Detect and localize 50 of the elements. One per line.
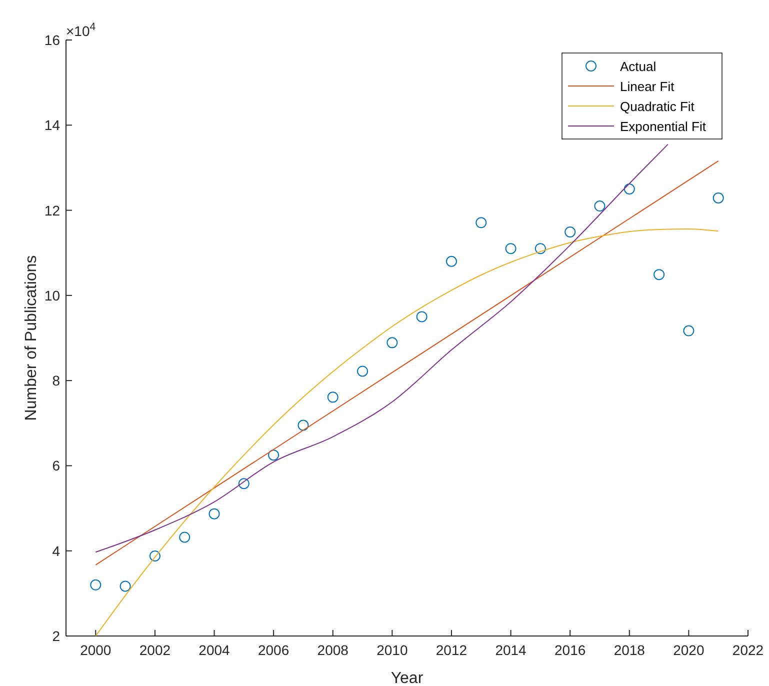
x-axis-title: Year [390,670,424,686]
point [416,311,428,322]
legend-label: Actual [620,59,656,74]
point [149,550,160,562]
point [268,450,280,461]
y-tick-label: 8 [52,372,60,389]
point [90,579,102,590]
x-tick-label: 2002 [139,642,171,658]
y-tick-label: 6 [52,458,60,474]
point [712,192,724,204]
line-series [95,228,719,636]
point [476,217,487,228]
point [654,269,665,280]
point [298,420,309,431]
x-tick-label: 2008 [317,642,349,658]
x-tick-label: 2020 [673,642,704,658]
point [624,184,635,194]
x-tick-label: 2022 [732,642,764,658]
x-tick-label: 2010 [376,642,408,658]
point [594,200,606,212]
x-tick-label: 2006 [258,642,290,658]
legend-label: Linear Fit [620,79,675,94]
x-tick-label: 2000 [80,642,112,658]
y-tick-label: 12 [44,202,60,218]
point [505,243,516,254]
y-tick-label: 16 [44,32,60,48]
x-tick-label: 2004 [198,642,230,658]
x-tick-label: 2014 [495,642,527,658]
y-tick-label: 14 [44,117,60,134]
text: ×10$^{4}$ [66,21,96,39]
point [386,337,398,348]
point [208,508,220,520]
y-tick-label: 10 [44,287,60,304]
point [357,366,368,377]
y-tick-label: 4 [52,542,60,559]
point [179,532,190,543]
point [120,580,131,592]
point [683,325,694,336]
point [446,256,457,267]
legend-label: Quadratic Fit [620,99,695,114]
x-tick-label: 2012 [436,642,468,658]
x-tick-label: 2018 [614,642,646,658]
y-tick-label: 2 [52,628,60,644]
x-tick-label: 2016 [554,642,586,658]
y-axis-title: Number of Publications [23,255,40,421]
point [238,478,250,490]
point [327,392,338,403]
point [564,226,576,238]
point [534,243,546,254]
legend-label: Exponential Fit [620,119,706,134]
